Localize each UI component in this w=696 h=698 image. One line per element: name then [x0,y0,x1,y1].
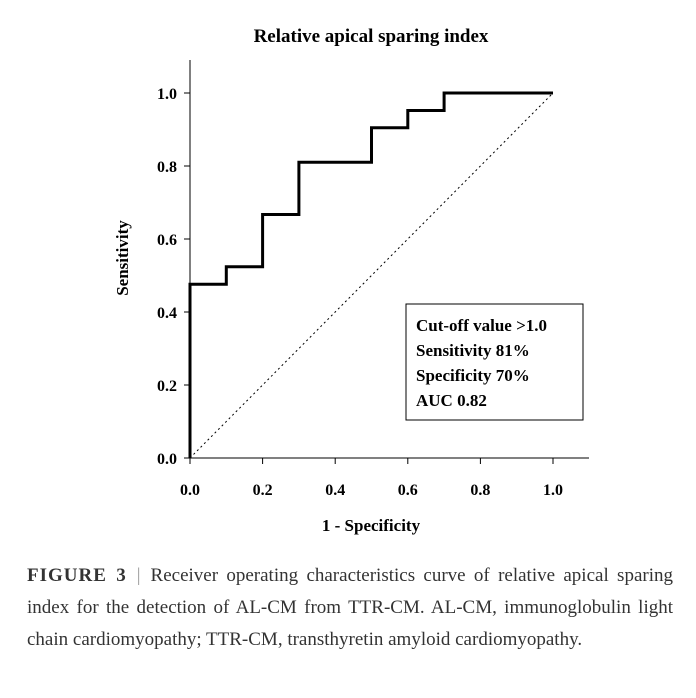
y-tick-label: 0.8 [157,159,177,176]
series-layer [188,91,554,459]
figure-label: FIGURE 3 [27,565,127,586]
chart-title: Relative apical sparing index [254,26,489,47]
figure-separator: | [136,565,141,586]
reference-diagonal-line [189,92,554,459]
stats-box-frame [405,303,584,421]
x-axis: 0.0 0.2 0.4 0.6 0.8 1.0 [180,457,589,499]
y-axis-label: Sensitivity [113,220,132,296]
x-tick-label: 1.0 [543,482,563,499]
figure-caption-text: Receiver operating characteristics curve… [27,565,673,650]
x-tick-label: 0.0 [180,482,200,499]
stats-specificity: Specificity 70% [416,366,530,385]
x-tick-label: 0.8 [470,482,490,499]
stats-auc: AUC 0.82 [416,391,487,410]
roc-curve-line [188,91,553,458]
y-tick-label: 0.2 [157,378,177,395]
figure-caption: FIGURE 3 | Receiver operating characterist… [27,560,673,656]
y-ticks: 0.0 0.2 0.4 0.6 0.8 1.0 [157,86,190,468]
x-ticks: 0.0 0.2 0.4 0.6 0.8 1.0 [180,458,563,499]
y-tick-label: 0.0 [157,451,177,468]
stats-box: Cut-off value >1.0 Sensitivity 81% Speci… [405,303,584,421]
y-tick-label: 0.6 [157,232,177,249]
x-tick-label: 0.4 [325,482,345,499]
y-tick-label: 1.0 [157,86,177,103]
y-axis: 0.0 0.2 0.4 0.6 0.8 1.0 [157,60,191,468]
x-tick-label: 0.6 [398,482,418,499]
stats-sensitivity: Sensitivity 81% [416,341,530,360]
roc-chart: Relative apical sparing index 0.0 0.2 0.4 0… [113,26,589,535]
x-tick-label: 0.2 [253,482,273,499]
stats-cutoff: Cut-off value >1.0 [416,316,547,335]
x-axis-label: 1 - Specificity [322,516,421,535]
y-tick-label: 0.4 [157,305,177,322]
